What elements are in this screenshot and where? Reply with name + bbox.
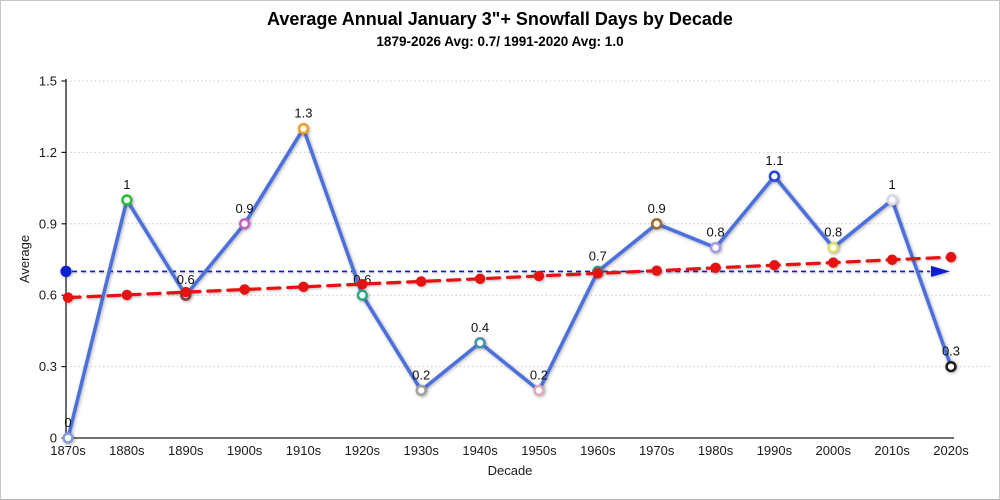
data-point-marker — [945, 360, 957, 373]
trend-dot — [651, 265, 662, 276]
trend-dot — [474, 273, 486, 284]
x-tick-label: 1980s — [698, 443, 734, 458]
trend-dot — [357, 278, 368, 290]
x-tick-label: 2010s — [874, 443, 910, 458]
data-point-label: 1 — [889, 177, 896, 192]
data-point-label: 0.6 — [177, 272, 195, 287]
data-point-label: 0.2 — [412, 367, 430, 382]
data-point-label: 0.3 — [942, 344, 960, 359]
main-series-polyline — [66, 126, 953, 440]
data-point-marker — [651, 218, 663, 230]
axes — [61, 79, 954, 439]
data-point-marker — [886, 194, 898, 206]
data-point-marker — [709, 241, 722, 254]
data-point-label: 0.7 — [589, 248, 607, 263]
trend-dot — [886, 254, 898, 265]
x-tick-label: 1880s — [109, 443, 145, 458]
reference-arrowhead — [931, 265, 950, 277]
data-point-marker — [533, 384, 545, 397]
chart-header: Average Annual January 3"+ Snowfall Days… — [1, 1, 999, 49]
x-tick-label: 2000s — [816, 443, 852, 458]
x-tick-label: 2020s — [933, 443, 969, 458]
x-tick-label: 1900s — [227, 443, 263, 458]
trend-dot — [710, 262, 721, 274]
data-point-label: 0.8 — [824, 225, 842, 240]
x-tick-label: 1930s — [403, 443, 439, 458]
trend-dot — [180, 286, 191, 298]
data-point-label: 0.9 — [236, 201, 254, 216]
data-point-marker — [62, 432, 74, 444]
data-point-marker — [121, 194, 133, 206]
data-point-label: 1.3 — [294, 106, 312, 121]
y-tick-label: 0 — [50, 431, 57, 446]
y-tick-label: 1.2 — [39, 145, 57, 160]
x-axis-title: Decade — [488, 463, 533, 478]
trend-dot — [416, 276, 427, 287]
main-series-line — [66, 126, 953, 440]
x-tick-label: 1910s — [286, 443, 322, 458]
y-axis-title: Average — [17, 235, 32, 283]
trend-dot — [239, 284, 250, 295]
data-point-marker — [356, 289, 368, 301]
data-point-label: 0.2 — [530, 367, 548, 382]
average-reference-line — [60, 265, 950, 277]
chart-subtitle: 1879-2026 Avg: 0.7/ 1991-2020 Avg: 1.0 — [376, 34, 624, 49]
trend-dot — [945, 251, 957, 263]
y-tick-label: 1.5 — [39, 74, 57, 89]
data-point-label: 0.4 — [471, 320, 489, 335]
x-tick-label: 1890s — [168, 443, 204, 458]
x-tick-label: 1950s — [521, 443, 557, 458]
data-point-marker — [474, 337, 486, 349]
trend-dot — [533, 270, 545, 282]
chart-title: Average Annual January 3"+ Snowfall Days… — [267, 9, 733, 29]
trend-dot — [828, 257, 839, 268]
trend-polyline — [66, 255, 953, 300]
x-tick-label: 1920s — [345, 443, 381, 458]
y-tick-label: 0.3 — [39, 359, 57, 374]
data-point-marker — [238, 218, 251, 230]
trend-dot — [121, 289, 133, 301]
data-point-label: 1.1 — [765, 153, 783, 168]
x-tick-label: 1940s — [462, 443, 498, 458]
axis-tick-labels: 0 0.3 0.6 0.9 1.2 1.5 1870s 1880s 1890s 1900s 1910… — [39, 74, 969, 459]
trend-line — [62, 251, 957, 303]
gridlines — [66, 80, 992, 368]
data-point-marker — [415, 384, 427, 397]
data-point-marker — [768, 170, 781, 182]
trend-dot — [298, 281, 309, 293]
x-tick-label: 1870s — [50, 443, 86, 458]
data-point-label: 0.8 — [706, 225, 724, 240]
data-point-label: 0.9 — [648, 201, 666, 216]
x-tick-label: 1970s — [639, 443, 675, 458]
data-point-label: 0 — [64, 415, 71, 430]
reference-start-dot — [60, 265, 72, 277]
data-point-marker — [297, 122, 310, 135]
data-point-label: 1 — [123, 177, 130, 192]
data-point-marker — [827, 241, 839, 254]
y-tick-label: 0.6 — [39, 288, 57, 303]
x-tick-label: 1960s — [580, 443, 616, 458]
trend-dot — [62, 292, 74, 303]
y-tick-label: 0.9 — [39, 216, 57, 231]
trend-dot — [769, 260, 780, 271]
x-tick-label: 1990s — [757, 443, 793, 458]
data-point-labels: 010.60.91.30.60.20.40.20.70.90.81.10.810… — [64, 106, 960, 430]
trend-dot — [592, 268, 603, 279]
